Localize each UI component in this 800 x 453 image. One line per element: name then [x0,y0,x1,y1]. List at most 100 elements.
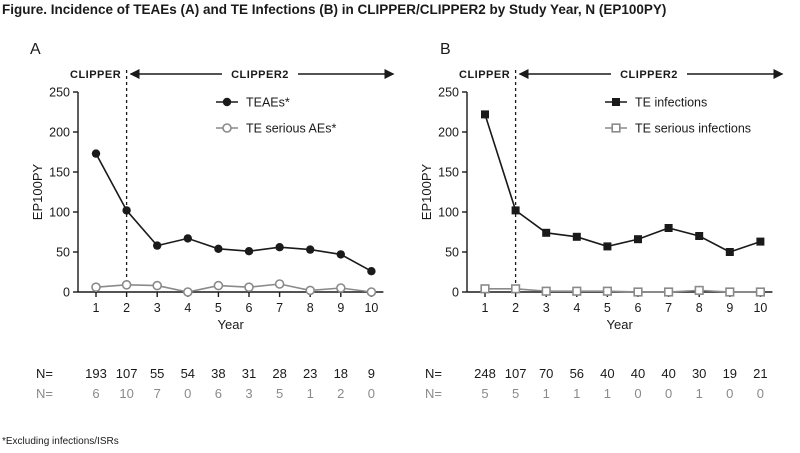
y-tick-label: 50 [445,246,459,260]
n-value: 5 [512,386,519,401]
n-value: 5 [481,386,488,401]
n-value: 40 [600,366,614,381]
figure-title: Figure. Incidence of TEAEs (A) and TE In… [2,2,667,17]
data-point [183,234,192,243]
era-label-clipper: CLIPPER [459,69,510,81]
y-axis-title: EP100PY [419,163,434,220]
legend-marker [222,123,232,133]
n-value: 28 [272,366,286,381]
series-line [95,153,372,272]
data-point [725,248,734,256]
data-point [755,287,765,297]
x-tick-label: 4 [573,301,580,315]
panel-label: A [30,41,41,58]
y-tick-label: 200 [438,126,459,140]
data-point [695,232,704,240]
n-row-label: N= [425,386,442,401]
legend-label: TE serious infections [635,122,751,136]
data-point [541,286,551,296]
n-value: 30 [692,366,706,381]
y-tick-label: 200 [49,126,70,140]
data-point [756,237,765,246]
n-value: 9 [368,366,375,381]
n-value: 0 [726,386,733,401]
n-value: 6 [92,386,99,401]
n-value: 5 [276,386,283,401]
x-tick-label: 4 [184,301,191,315]
x-tick-label: 9 [337,301,344,315]
legend-marker [222,97,232,107]
data-point [306,245,315,254]
data-point [633,287,643,297]
data-point [634,235,642,244]
data-point [572,232,581,241]
x-axis-title: Year [218,317,245,332]
n-value: 40 [661,366,675,381]
x-axis-title: Year [607,317,634,332]
n-value: 1 [573,386,580,401]
series-line [485,287,761,293]
x-tick-label: 1 [482,301,489,315]
n-value: 2 [337,386,344,401]
data-point [91,282,101,293]
data-point [480,284,490,294]
legend-marker [611,123,621,133]
x-tick-label: 6 [246,301,253,315]
data-point [366,287,377,297]
n-value: 40 [631,366,645,381]
series-line [95,283,372,293]
n-value: 10 [119,386,133,401]
era-label-clipper: CLIPPER [70,69,121,81]
n-value: 38 [211,366,225,381]
data-point [336,250,345,259]
y-axis-title: EP100PY [30,163,45,220]
n-row-label: N= [36,366,53,381]
n-value: 1 [543,386,550,401]
data-point [244,282,254,293]
x-tick-label: 1 [93,301,100,315]
data-point [725,287,735,297]
panel-label: B [440,41,451,58]
n-value: 6 [215,386,222,401]
n-value: 1 [307,386,314,401]
n-value: 0 [665,386,672,401]
era-label-clipper2: CLIPPER2 [231,69,289,81]
n-value: 23 [303,366,317,381]
legend-label: TEAEs* [246,96,290,110]
x-tick-label: 5 [215,301,222,315]
data-point [335,283,346,293]
n-value: 18 [334,366,348,381]
data-point [274,279,285,289]
x-tick-label: 5 [604,301,611,315]
y-tick-label: 250 [49,86,70,100]
data-point [121,279,132,290]
data-point [91,149,101,158]
era-label-bg [222,64,298,78]
n-value: 0 [184,386,191,401]
n-value: 0 [757,386,764,401]
legend-label: TE infections [635,96,707,110]
legend-marker [612,98,620,106]
x-tick-label: 3 [154,301,161,315]
n-value: 54 [181,366,195,381]
n-value: 56 [570,366,584,381]
data-point [602,286,612,296]
n-row-label: N= [425,366,442,381]
data-point [572,286,582,296]
n-value: 107 [505,366,527,381]
n-value: 7 [154,386,161,401]
data-point [214,244,223,253]
data-point [244,247,254,256]
footnote: *Excluding infections/ISRs [2,436,119,447]
x-tick-label: 7 [665,301,672,315]
x-tick-label: 8 [307,301,314,315]
n-value: 1 [696,386,703,401]
n-row-label: N= [36,386,53,401]
era-label-clipper2: CLIPPER2 [620,69,678,81]
data-point [663,287,674,297]
n-value: 55 [150,366,164,381]
data-point [275,243,284,252]
n-value: 0 [634,386,641,401]
